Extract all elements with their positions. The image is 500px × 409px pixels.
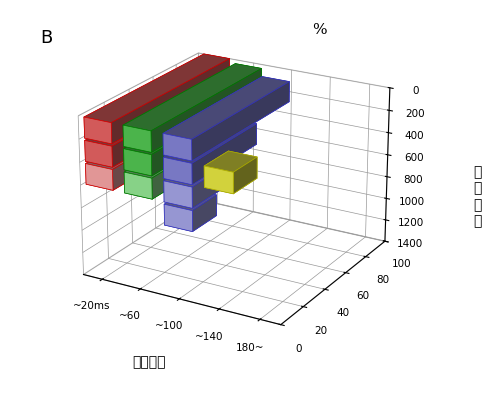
- Text: B: B: [40, 29, 52, 47]
- X-axis label: 反応時間: 反応時間: [132, 355, 166, 369]
- Text: 移
動
時
間: 移 動 時 間: [474, 165, 482, 227]
- Text: %: %: [312, 22, 327, 37]
